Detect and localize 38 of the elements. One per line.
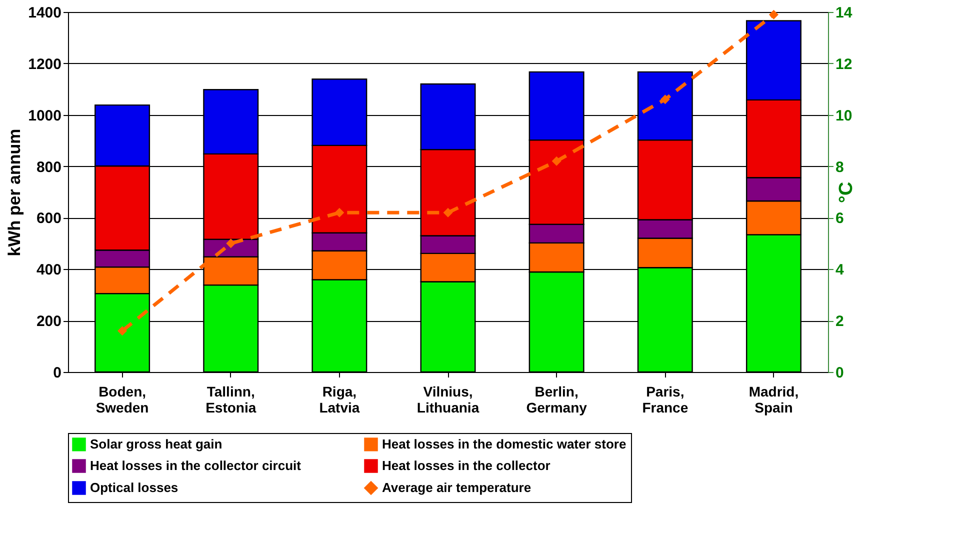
x-tick-label: Madrid, Spain	[748, 384, 799, 416]
point	[443, 208, 453, 218]
point	[334, 208, 344, 218]
x-tick-label: Riga, Latvia	[319, 384, 360, 416]
x-tick-label: Boden, Sweden	[96, 384, 149, 416]
point	[118, 326, 128, 336]
y-tick-label: 1200	[28, 56, 62, 73]
point	[226, 238, 236, 248]
y-tick-label: 600	[36, 210, 62, 228]
y-tick-label: 200	[36, 313, 62, 330]
point	[660, 94, 670, 104]
y2-tick-label: 2	[836, 313, 844, 330]
y-tick-label: 1000	[28, 107, 62, 124]
legend-label: Heat losses in the collector circuit	[90, 458, 302, 473]
y2-axis-title: °C	[836, 182, 858, 204]
y-tick-label: 400	[36, 262, 62, 279]
y2-tick-label: 4	[836, 262, 844, 279]
legend-label: Optical losses	[90, 480, 178, 495]
point	[552, 156, 562, 166]
x-tick-label: Berlin, Germany	[526, 384, 588, 416]
y2-tick-label: 0	[836, 364, 844, 382]
y2-tick-label: 6	[836, 210, 844, 228]
legend-label: Solar gross heat gain	[90, 436, 222, 452]
x-tick-label: Vilnius, Lithuania	[416, 384, 480, 416]
legend-label: Heat losses in the domestic water store	[382, 436, 626, 452]
y2-tick-label: 14	[836, 4, 853, 22]
y2-tick-label: 8	[836, 158, 844, 176]
y-axis-title: kWh per annum	[5, 128, 24, 256]
y-tick-label: 0	[53, 364, 62, 382]
x-tick-label: Paris, France	[642, 384, 688, 416]
x-tick-label: Tallinn, Estonia	[206, 384, 256, 416]
legend-label: Heat losses in the collector	[382, 458, 550, 473]
point	[768, 10, 778, 20]
y2-tick-label: 12	[836, 56, 852, 73]
y2-tick-label: 10	[836, 107, 852, 124]
y-tick-label: 800	[36, 158, 62, 176]
legend-label: Average air temperature	[382, 480, 532, 495]
y-tick-label: 1400	[28, 4, 62, 22]
